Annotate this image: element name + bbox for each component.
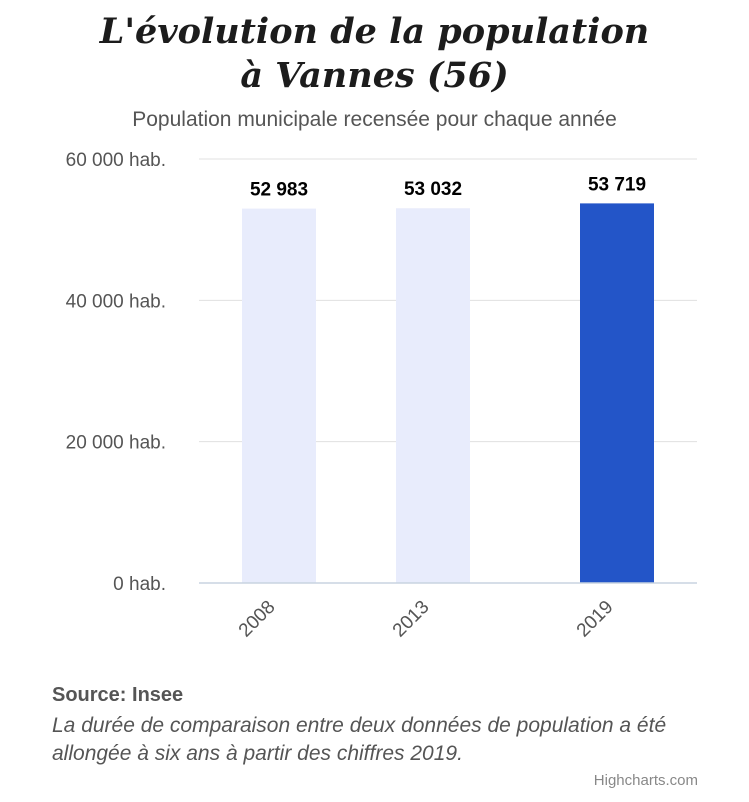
chart-title-line-1: L'évolution de la population (99, 11, 650, 52)
data-label: 52 983 (250, 180, 308, 201)
highcharts-credits-link[interactable]: Highcharts.com (593, 772, 698, 789)
x-tick-label: 2019 (573, 597, 618, 642)
data-label: 53 719 (588, 174, 646, 195)
chart-title: L'évolution de la population à Vannes (5… (0, 10, 749, 98)
source-label: Source: Insee (52, 684, 184, 706)
bar-2008[interactable] (242, 208, 316, 584)
data-label: 53 032 (404, 179, 462, 200)
footnote: La durée de comparaison entre deux donné… (52, 714, 667, 765)
y-tick-label: 20 000 hab. (66, 433, 166, 454)
bar-chart: 0 hab. 20 000 hab. 40 000 hab. 60 000 hab. 5… (66, 150, 697, 642)
y-tick-label: 0 hab. (113, 574, 166, 595)
bar-2019[interactable] (580, 203, 654, 583)
chart-subtitle: Population municipale recensée pour chaq… (132, 108, 617, 131)
x-tick-label: 2013 (389, 597, 434, 642)
y-tick-label: 60 000 hab. (66, 150, 166, 171)
x-tick-label: 2008 (235, 597, 280, 642)
bar-2013[interactable] (396, 208, 470, 583)
y-tick-label: 40 000 hab. (66, 291, 166, 312)
chart-title-line-2: à Vannes (56) (240, 55, 509, 96)
